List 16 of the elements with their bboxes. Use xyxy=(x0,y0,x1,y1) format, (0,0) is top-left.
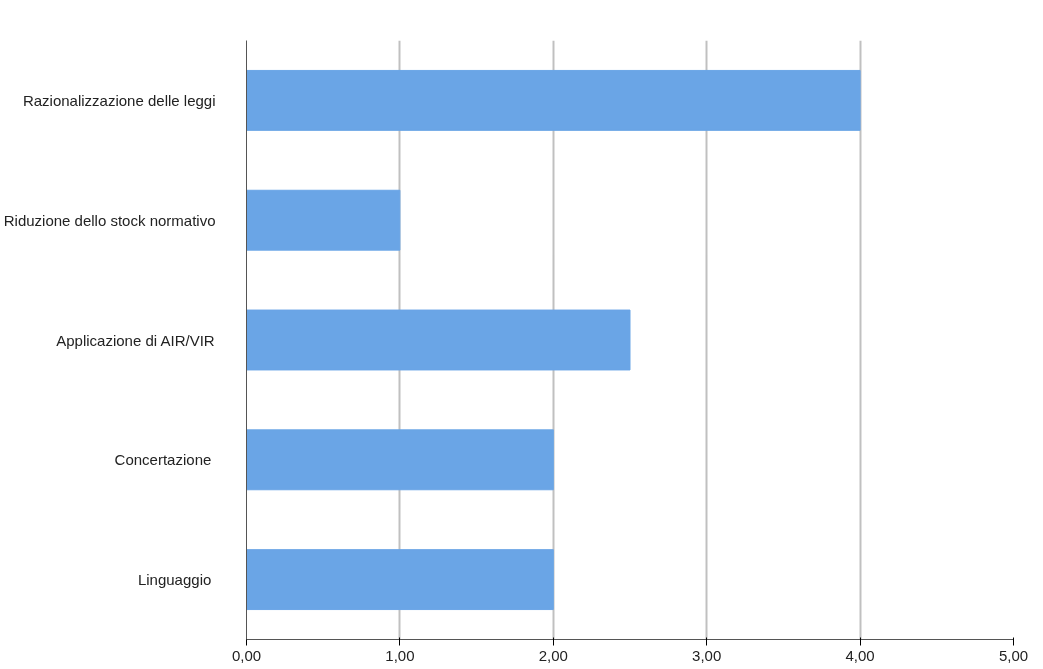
y-tick-label: Concertazione xyxy=(114,451,212,469)
bar xyxy=(246,549,554,611)
bar xyxy=(246,69,861,131)
x-tick-label: 2,00 xyxy=(538,646,568,664)
x-tick-label: 0,00 xyxy=(231,646,262,664)
x-tick-label: 5,00 xyxy=(998,646,1029,664)
y-tick-label: Razionalizzazione delle leggi xyxy=(22,91,216,109)
bar xyxy=(246,189,401,251)
bar xyxy=(246,309,631,371)
x-tick-label: 4,00 xyxy=(845,646,875,664)
y-tick-label: Applicazione di AIR/VIR xyxy=(56,331,215,349)
y-tick-label: Linguaggio xyxy=(137,571,212,589)
x-tick-label: 1,00 xyxy=(385,646,415,664)
bar xyxy=(246,429,554,491)
y-tick-label: Riduzione dello stock normativo xyxy=(3,211,216,229)
x-tick-label: 3,00 xyxy=(692,646,722,664)
